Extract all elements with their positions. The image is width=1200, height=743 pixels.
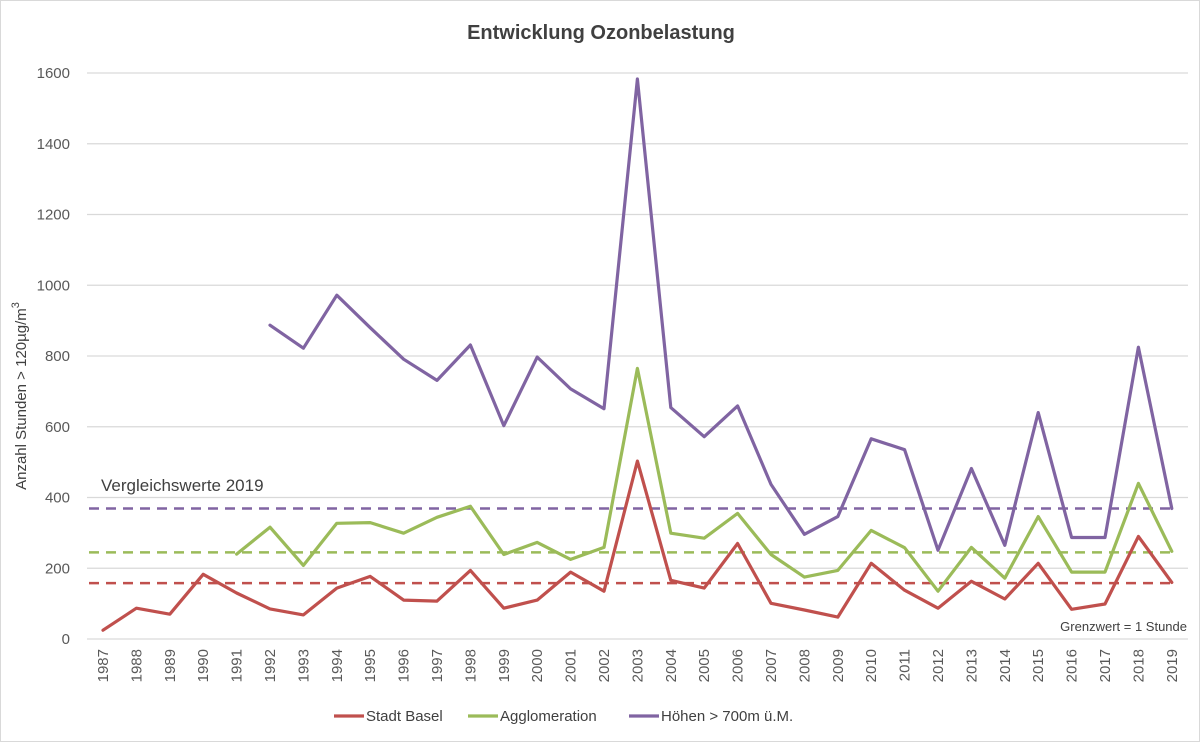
y-tick-label: 1200: [37, 207, 70, 224]
series-lines: [103, 79, 1172, 630]
y-tick-label: 200: [45, 560, 70, 577]
x-tick-label: 1993: [295, 649, 312, 682]
x-tick-label: 2000: [529, 649, 546, 682]
x-tick-label: 1998: [462, 649, 479, 682]
series-line: [237, 368, 1172, 591]
legend: Stadt Basel Agglomeration Höhen > 700m ü.M…: [334, 708, 793, 725]
x-tick-label: 2011: [897, 649, 914, 681]
x-tick-label: 2015: [1030, 649, 1047, 682]
x-tick-label: 1990: [195, 649, 212, 682]
x-tick-label: 2016: [1064, 649, 1081, 682]
legend-label: Stadt Basel: [366, 708, 443, 725]
chart-title: Entwicklung Ozonbelastung: [467, 22, 735, 44]
legend-label: Höhen > 700m ü.M.: [661, 708, 793, 725]
y-tick-label: 1000: [37, 277, 70, 294]
y-tick-label: 400: [45, 490, 70, 507]
x-tick-label: 1992: [262, 649, 279, 682]
x-tick-label: 2006: [730, 649, 747, 682]
x-tick-label: 2013: [963, 649, 980, 682]
x-tick-label: 1987: [95, 649, 112, 682]
x-tick-label: 1991: [229, 649, 246, 682]
y-tick-label: 1600: [37, 65, 70, 82]
x-tick-label: 2014: [997, 649, 1014, 682]
y-tick-label: 600: [45, 419, 70, 436]
x-tick-label: 2017: [1097, 649, 1114, 682]
annotation-vergleichswerte: Vergleichswerte 2019: [101, 476, 264, 495]
x-tick-label: 2003: [629, 649, 646, 682]
series-line: [270, 79, 1172, 550]
x-tick-label: 2004: [663, 649, 680, 682]
legend-label: Agglomeration: [500, 708, 597, 725]
x-tick-label: 1995: [362, 649, 379, 682]
x-tick-label: 2012: [930, 649, 947, 682]
x-tick-label: 1997: [429, 649, 446, 682]
y-tick-label: 0: [62, 631, 70, 648]
x-tick-label: 2007: [763, 649, 780, 682]
x-tick-label: 1994: [329, 649, 346, 682]
x-tick-label: 2008: [796, 649, 813, 682]
y-tick-label: 800: [45, 348, 70, 365]
x-tick-label: 1999: [496, 649, 513, 682]
annotation-grenzwert: Grenzwert = 1 Stunde: [1060, 619, 1187, 634]
gridlines: [87, 73, 1188, 639]
y-tick-labels: 0 200 400 600 800 1000 1200 1400 1600: [37, 65, 70, 648]
x-tick-label: 2019: [1164, 649, 1181, 682]
y-axis-title: Anzahl Stunden > 120µg/m3: [10, 302, 30, 490]
y-axis-title-text: Anzahl Stunden > 120µg/m: [13, 308, 30, 490]
y-tick-label: 1400: [37, 136, 70, 153]
x-tick-label: 1988: [128, 649, 145, 682]
x-tick-label: 1989: [162, 649, 179, 682]
x-tick-label: 2010: [863, 649, 880, 682]
x-tick-label: 2001: [563, 649, 580, 682]
x-tick-label: 2002: [596, 649, 613, 682]
x-tick-label: 2005: [696, 649, 713, 682]
x-tick-label: 2009: [830, 649, 847, 682]
x-tick-label: 1996: [396, 649, 413, 682]
y-axis-title-superscript: 3: [10, 302, 22, 308]
x-tick-label: 2018: [1130, 649, 1147, 682]
x-tick-labels: 1987 1988 1989 1990 1991 1992 1993 1994 1995 1996…: [95, 649, 1181, 682]
reference-lines: [89, 508, 1177, 583]
